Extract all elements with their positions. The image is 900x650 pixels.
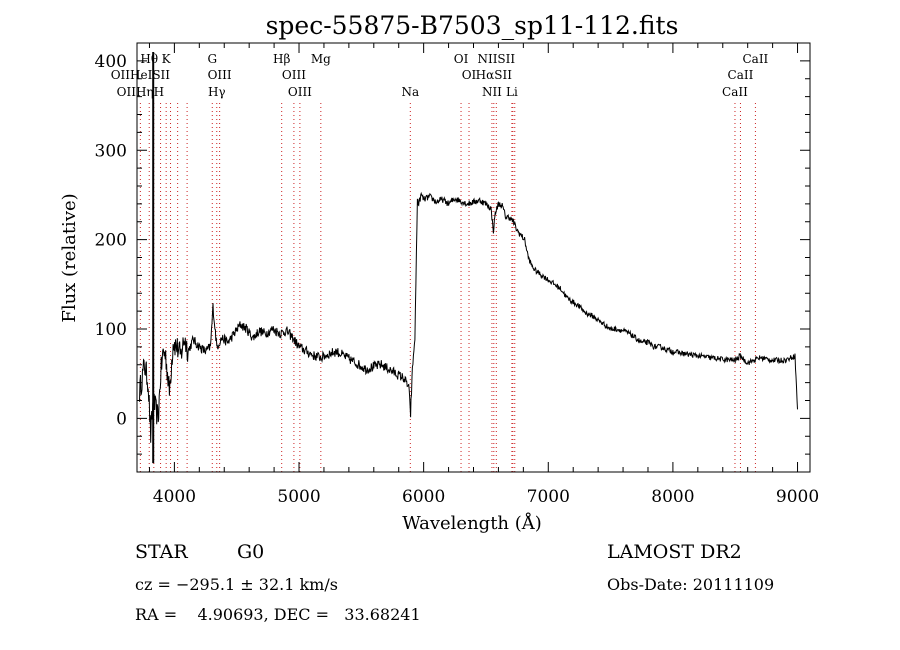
line-label: Mg (311, 52, 331, 66)
y-tick-label: 100 (95, 320, 127, 340)
line-label: OIII (282, 68, 306, 82)
line-label: OIII (208, 68, 232, 82)
line-label: Hθ (140, 52, 158, 66)
redshift-velocity: cz = −295.1 ± 32.1 km/s (135, 575, 338, 594)
line-label: CaII (742, 52, 768, 66)
line-label: OI (462, 68, 477, 82)
y-tick-label: 0 (116, 409, 127, 429)
x-tick-label: 6000 (402, 487, 445, 507)
object-class: STAR (135, 541, 188, 563)
emission-line-markers (139, 103, 756, 472)
x-tick-label: 7000 (527, 487, 570, 507)
x-tick-label: 5000 (277, 487, 320, 507)
line-label: Hβ (273, 52, 290, 66)
observation-date: Obs-Date: 20111109 (607, 575, 775, 594)
line-label: NIISII (477, 52, 515, 66)
chart-title: spec-55875-B7503_sp11-112.fits (266, 11, 679, 40)
line-label: G (207, 52, 217, 66)
line-label: OI (454, 52, 469, 66)
object-subclass: G0 (237, 541, 265, 563)
x-tick-label: 8000 (651, 487, 694, 507)
line-label: NII (482, 85, 502, 99)
line-label: OIIHeISII (111, 68, 171, 82)
sky-coordinates: RA = 4.90693, DEC = 33.68241 (135, 605, 421, 624)
line-label: Li (506, 85, 518, 99)
line-label: HαSII (476, 68, 513, 82)
spectrum-line (139, 191, 798, 443)
survey-name: LAMOST DR2 (607, 541, 742, 563)
spectrum-series (139, 51, 798, 464)
y-axis-label: Flux (relative) (59, 193, 80, 322)
x-tick-label: 9000 (776, 487, 819, 507)
line-label: OIII (288, 85, 312, 99)
x-axis: 4000 5000 6000 7000 8000 9000 (148, 43, 819, 507)
line-label: Hγ (208, 85, 226, 99)
y-tick-label: 200 (95, 231, 127, 251)
line-label: K (162, 52, 172, 66)
line-label: CaII (722, 85, 748, 99)
x-axis-label: Wavelength (Å) (402, 512, 542, 534)
line-label: Na (401, 85, 419, 99)
y-tick-label: 300 (95, 141, 127, 161)
x-tick-label: 4000 (153, 487, 196, 507)
line-label: CaII (728, 68, 754, 82)
plot-frame (136, 42, 811, 473)
y-tick-label: 400 (95, 52, 127, 72)
y-axis: 0 100 200 300 400 (95, 42, 810, 473)
